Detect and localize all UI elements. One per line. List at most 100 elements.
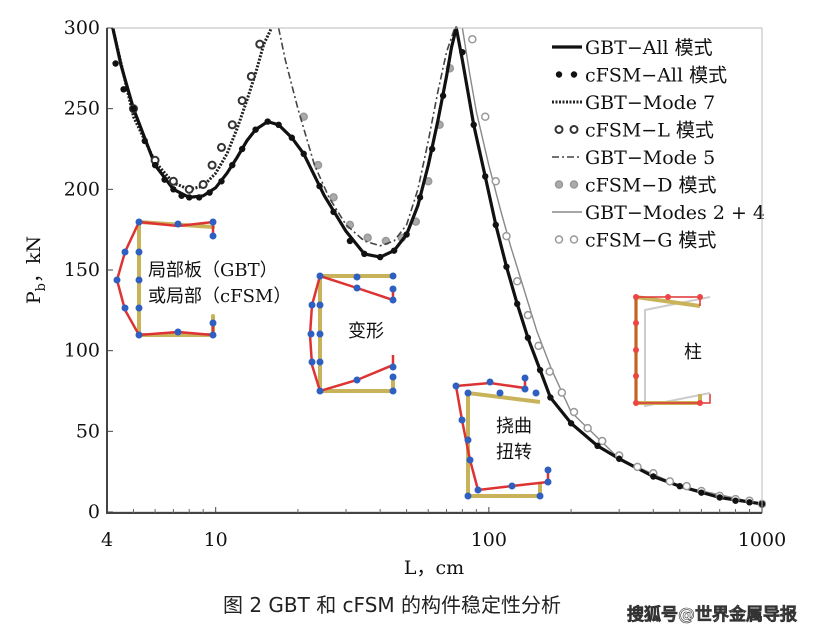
data-point	[346, 237, 354, 245]
data-point	[554, 125, 564, 134]
y-tick-label: 200	[64, 178, 100, 200]
data-point	[597, 436, 607, 446]
data-point	[361, 250, 368, 258]
legend-item: GBT−All 模式	[552, 37, 713, 59]
data-point	[716, 494, 723, 501]
series-4	[277, 27, 456, 247]
data-point	[492, 221, 499, 229]
x-axis-label: L，cm	[404, 557, 464, 579]
data-point	[168, 176, 178, 186]
data-point	[665, 477, 675, 486]
data-point	[514, 300, 521, 308]
legend-label: GBT−All 模式	[585, 37, 713, 59]
data-point	[206, 189, 213, 196]
legend-item: cFSM−G 模式	[554, 230, 716, 252]
global-mode-inset	[633, 294, 711, 408]
data-point	[428, 145, 436, 153]
data-point	[184, 184, 194, 194]
data-point	[615, 455, 623, 462]
series-3	[128, 39, 265, 194]
data-point	[567, 420, 575, 427]
annotation-lt-2: 扭转	[496, 442, 532, 463]
data-point	[554, 180, 564, 189]
data-point	[178, 192, 185, 199]
x-tick-label: 1000	[738, 529, 786, 551]
data-point	[246, 71, 256, 81]
legend-label: cFSM−All 模式	[585, 65, 727, 87]
data-point	[416, 194, 424, 201]
data-point	[555, 71, 563, 78]
data-point	[569, 125, 579, 134]
annotation-local-1: 局部板（GBT）	[148, 260, 278, 281]
data-point	[569, 180, 579, 189]
annotation-lt-1: 挠曲	[496, 416, 532, 437]
data-point	[161, 176, 168, 183]
data-point	[288, 134, 296, 141]
data-point	[502, 231, 511, 241]
data-point	[482, 173, 489, 180]
data-point	[237, 96, 247, 106]
data-point	[275, 121, 282, 128]
data-point	[207, 160, 217, 170]
data-point	[570, 71, 578, 78]
legend-item: cFSM−L 模式	[554, 120, 714, 142]
data-point	[746, 499, 753, 506]
data-point	[459, 49, 466, 56]
legend-item: GBT−Mode 5	[552, 147, 715, 169]
x-tick-label: 10	[204, 529, 228, 551]
annotation-global: 柱	[684, 342, 702, 363]
data-point	[198, 179, 208, 189]
data-point	[112, 60, 119, 67]
legend-item: GBT−Mode 7	[552, 92, 715, 114]
legend: GBT−All 模式 cFSM−All 模式 GBT−Mode 7 cFSM−L 模式…	[545, 30, 765, 255]
y-tick-label: 150	[64, 259, 100, 281]
data-point	[468, 35, 477, 44]
data-point	[120, 86, 127, 93]
data-point	[300, 150, 307, 158]
y-tick-label: 300	[64, 17, 100, 39]
legend-label: GBT−Modes 2 + 4	[585, 202, 765, 224]
data-point	[512, 277, 522, 286]
y-tick-label: 0	[88, 501, 100, 523]
data-point	[583, 423, 592, 433]
data-point	[238, 145, 246, 153]
watermark: 搜狐号@世界金属导报	[627, 604, 797, 625]
data-point	[633, 462, 642, 472]
data-point	[216, 142, 226, 152]
data-point	[732, 497, 739, 504]
data-point	[698, 489, 705, 496]
data-point	[594, 442, 601, 450]
data-point	[363, 233, 372, 242]
data-point	[316, 182, 323, 190]
series-0	[111, 26, 763, 506]
data-point	[569, 235, 579, 244]
data-point	[390, 247, 398, 254]
x-tick-label: 4	[101, 529, 113, 551]
data-point	[470, 121, 477, 128]
data-point	[141, 137, 148, 145]
data-point	[229, 161, 236, 169]
legend-label: cFSM−L 模式	[585, 120, 714, 142]
y-axis-label: Pb，kN	[23, 236, 49, 304]
data-point	[439, 92, 447, 99]
data-point	[682, 481, 691, 491]
data-point	[536, 366, 544, 374]
distortional-mode-inset	[307, 272, 397, 395]
data-point	[195, 194, 203, 201]
legend-label: GBT−Mode 7	[585, 92, 715, 114]
data-point	[170, 186, 177, 193]
data-point	[227, 120, 237, 130]
data-point	[130, 105, 137, 112]
data-point	[186, 194, 193, 201]
legend-label: cFSM−G 模式	[585, 230, 716, 252]
y-tick-label: 100	[64, 340, 100, 362]
data-point	[569, 407, 579, 417]
legend-label: GBT−Mode 5	[585, 147, 715, 169]
data-point	[491, 177, 501, 186]
data-point	[218, 178, 225, 185]
data-point	[524, 334, 532, 341]
data-point	[554, 235, 564, 244]
data-point	[264, 118, 271, 125]
series-1	[112, 49, 766, 508]
